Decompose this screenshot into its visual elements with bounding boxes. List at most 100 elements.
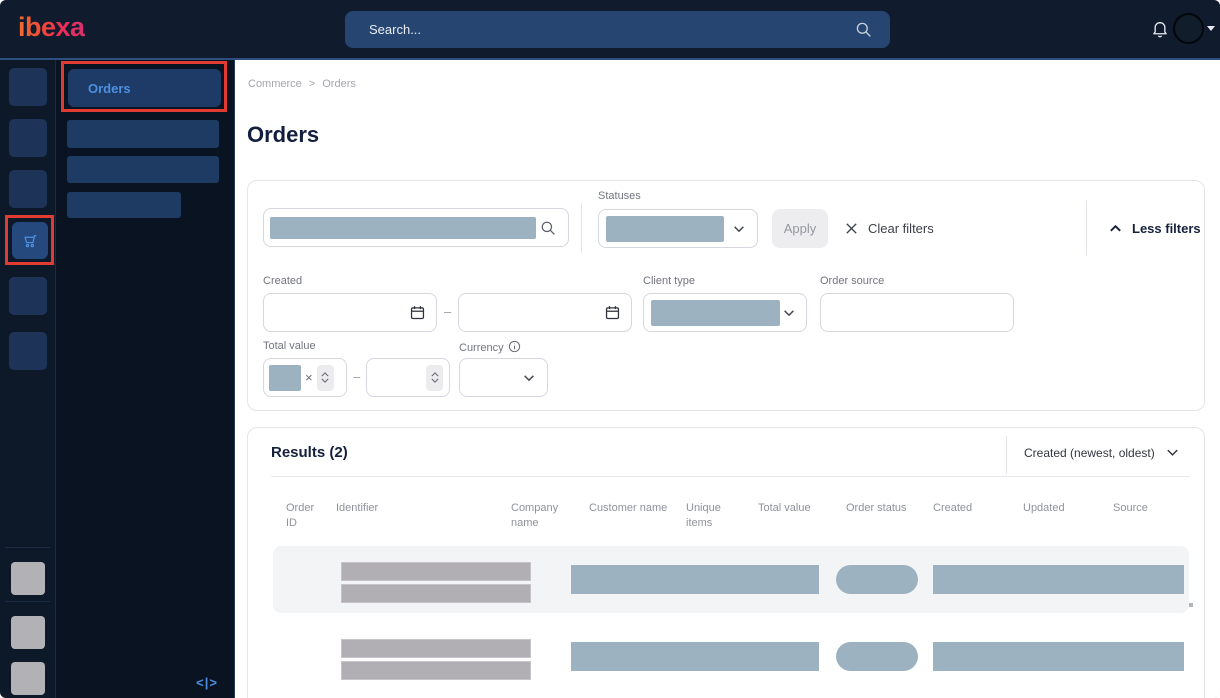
sidebar-item-placeholder[interactable] (9, 68, 47, 106)
redacted-customer (571, 642, 819, 671)
main-content: Commerce > Orders Orders Statuses (235, 60, 1220, 698)
column-header-identifier: Identifier (336, 502, 379, 514)
sidebar-item-placeholder[interactable] (9, 332, 47, 370)
page-title: Orders (247, 122, 320, 147)
divider (271, 476, 1190, 477)
redacted-status-badge (836, 565, 918, 594)
sidebar-item-commerce[interactable] (12, 222, 48, 259)
total-value-min-input[interactable]: × (263, 358, 347, 397)
client-type-label: Client type (643, 275, 695, 287)
column-header-order-status: Order status (846, 502, 907, 514)
bell-icon[interactable] (1150, 18, 1170, 39)
divider (581, 203, 582, 253)
less-filters-button[interactable]: Less filters (1108, 209, 1201, 248)
less-filters-label: Less filters (1132, 221, 1201, 236)
nav-item-orders-label: Orders (88, 80, 131, 96)
redacted-status-badge (836, 642, 918, 671)
breadcrumb: Commerce > Orders (248, 78, 356, 90)
statuses-label: Statuses (598, 190, 641, 202)
number-stepper[interactable] (426, 364, 443, 391)
chevron-down-icon[interactable] (1165, 445, 1180, 465)
redacted-identifier (341, 584, 531, 603)
redacted-identifier (341, 661, 531, 680)
secondary-nav-panel: Orders <|> (56, 60, 235, 698)
calendar-icon[interactable] (409, 304, 426, 321)
info-icon[interactable] (508, 340, 521, 353)
nav-item-placeholder[interactable] (67, 192, 181, 218)
chevron-down-icon (782, 306, 796, 320)
clear-value-icon[interactable]: × (305, 370, 313, 385)
scrollbar-dot[interactable] (1189, 603, 1193, 607)
breadcrumb-separator: > (308, 78, 316, 90)
clear-filters-button[interactable]: Clear filters (844, 209, 934, 248)
results-title: Results (2) (271, 444, 348, 461)
caret-down-icon[interactable] (1207, 26, 1215, 31)
breadcrumb-item[interactable]: Commerce (248, 78, 302, 90)
chevron-up-icon (1108, 221, 1123, 236)
chevron-down-icon (522, 371, 536, 385)
created-from-input[interactable] (263, 293, 437, 332)
sidebar-footer-item-placeholder[interactable] (11, 662, 45, 695)
sidebar-footer-item-placeholder[interactable] (11, 562, 45, 595)
sidebar-footer-item-placeholder[interactable] (11, 616, 45, 649)
sidebar-icon-rail (0, 60, 56, 698)
chevron-down-icon (732, 222, 746, 236)
sort-selector-label[interactable]: Created (newest, oldest) (1024, 446, 1155, 460)
table-row[interactable] (273, 623, 1189, 690)
redacted-total-min-value (269, 364, 301, 391)
created-label: Created (263, 275, 303, 287)
column-header-company: Company name (511, 502, 559, 529)
sidebar-divider (5, 601, 50, 602)
order-source-input[interactable] (820, 293, 1014, 332)
cart-icon (20, 231, 40, 251)
results-panel: Results (2) Created (newest, oldest) Ord… (247, 427, 1205, 698)
nav-item-placeholder[interactable] (67, 120, 219, 148)
total-value-label: Total value (263, 340, 316, 352)
breadcrumb-item[interactable]: Orders (322, 78, 356, 90)
calendar-icon[interactable] (604, 304, 621, 321)
filters-panel: Statuses Apply Clear filters (247, 180, 1205, 411)
column-header-updated: Updated (1023, 502, 1065, 514)
search-icon (540, 220, 556, 236)
sidebar-item-placeholder[interactable] (9, 277, 47, 315)
client-type-dropdown[interactable] (643, 293, 807, 332)
search-icon (855, 21, 872, 38)
redacted-customer (571, 565, 819, 594)
search-input[interactable] (345, 22, 855, 37)
global-search[interactable] (345, 11, 890, 48)
sidebar-divider (5, 547, 50, 548)
total-value-max-input[interactable] (366, 358, 450, 397)
order-source-label: Order source (820, 275, 885, 287)
redacted-status-value (606, 215, 724, 242)
body: Orders <|> Commerce > Orders Orders (0, 58, 1220, 698)
ibexa-logo: ibexa (18, 12, 85, 42)
created-to-input[interactable] (458, 293, 632, 332)
range-separator: – (353, 369, 361, 384)
collapse-panel-icon[interactable]: <|> (196, 675, 218, 690)
avatar[interactable] (1173, 13, 1204, 44)
redacted-dates (933, 565, 1184, 594)
number-stepper[interactable] (316, 364, 334, 391)
redacted-client-type-value (651, 299, 780, 326)
close-icon (844, 221, 859, 236)
currency-dropdown[interactable] (459, 358, 548, 397)
column-header-source: Source (1113, 502, 1148, 514)
table-header: Order ID Identifier Company name Custome… (273, 488, 1194, 531)
divider (1086, 201, 1087, 255)
statuses-dropdown[interactable] (598, 209, 758, 248)
table-row[interactable] (273, 546, 1189, 613)
top-bar: ibexa (0, 0, 1220, 58)
divider (1006, 436, 1007, 474)
column-header-total-value: Total value (758, 502, 811, 514)
range-separator: – (444, 304, 452, 319)
column-header-customer: Customer name (589, 502, 668, 514)
currency-label: Currency (459, 340, 521, 354)
sidebar-item-placeholder[interactable] (9, 119, 47, 157)
nav-item-placeholder[interactable] (67, 156, 219, 183)
column-header-unique-items: Unique items (686, 502, 721, 529)
nav-item-orders[interactable]: Orders (68, 69, 221, 107)
sidebar-item-placeholder[interactable] (9, 170, 47, 208)
filter-search-input[interactable] (263, 208, 569, 247)
apply-button[interactable]: Apply (772, 209, 828, 248)
